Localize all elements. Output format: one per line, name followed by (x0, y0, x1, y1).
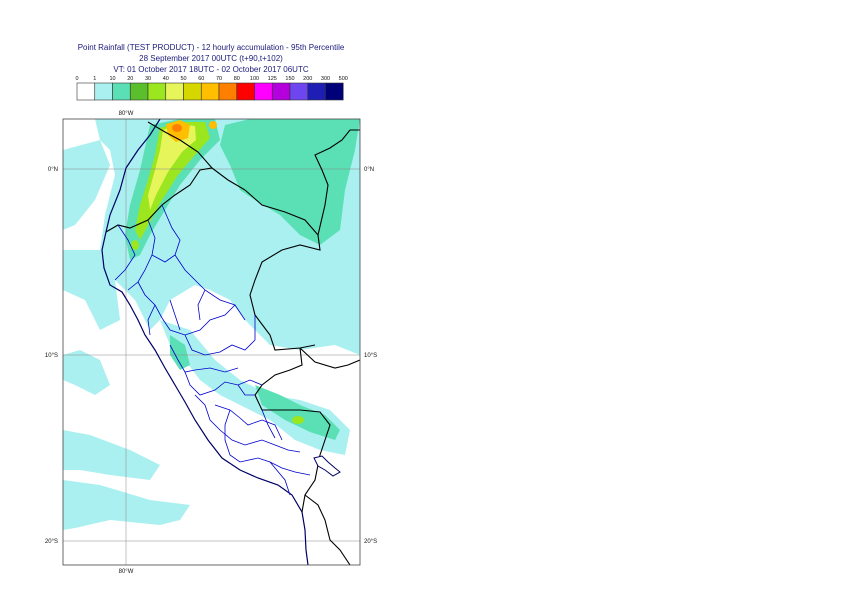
map-frame (62, 118, 361, 566)
legend-threshold-label: 30 (145, 76, 151, 82)
legend-threshold-label: 60 (198, 76, 204, 82)
border-brazil-bolivia (299, 347, 360, 369)
lat-label-0n-left: 0°N (48, 167, 58, 173)
rain-area-light-coast (63, 250, 120, 330)
lat-label-10s-right: 10°S (364, 353, 377, 359)
rain-area-moderate-andes-north (125, 119, 220, 260)
border-colombia-brazil (314, 129, 360, 236)
legend-swatch (325, 82, 344, 101)
lat-label-20s-left: 20°S (45, 539, 58, 545)
legend-threshold-label: 200 (303, 76, 312, 82)
lat-label-20s-right: 20°S (364, 539, 377, 545)
lake-titicaca (313, 455, 341, 477)
lon-label-bottom: 80°W (119, 569, 134, 575)
legend-threshold-label: 10 (109, 76, 115, 82)
legend-threshold-label: 40 (163, 76, 169, 82)
lat-label-10s-left: 10°S (45, 353, 58, 359)
legend-threshold-label: 70 (216, 76, 222, 82)
lon-label-top: 80°W (119, 111, 134, 117)
legend-threshold-label: 80 (234, 76, 240, 82)
legend-threshold-label: 20 (127, 76, 133, 82)
rain-area-light-northwest-strip (63, 140, 110, 230)
rain-area-very-heavy-andes (148, 124, 196, 210)
rain-area-light-south-2 (63, 480, 190, 530)
rain-area-light-offshore-1 (63, 350, 110, 395)
map-run-time: 28 September 2017 00UTC (t+90,t+102) (139, 54, 283, 63)
border-peru-brazil-bolivia (254, 347, 331, 513)
legend-threshold-label: 0 (75, 76, 78, 82)
rain-area-heavy-andes (135, 122, 210, 240)
coastline (101, 119, 309, 565)
rain-area-light-south-1 (63, 430, 160, 480)
rain-area-moderate-central (170, 335, 190, 370)
color-legend: 0 1 10 20 30 40 50 60 70 80 100 125 150 200 300 500 (75, 76, 348, 101)
legend-threshold-label: 125 (268, 76, 277, 82)
map-title: Point Rainfall (TEST PRODUCT) - 12 hourl… (77, 43, 345, 52)
border-colombia-ecuador (147, 121, 213, 169)
map-valid-time: VT: 01 October 2017 18UTC - 02 October 2… (113, 65, 309, 74)
border-bolivia-chile (304, 494, 351, 565)
rain-area-moderate-andes-south (255, 385, 340, 440)
department-borders (114, 204, 311, 496)
rain-cell-coast-green (131, 240, 139, 250)
legend-threshold-label: 300 (321, 76, 330, 82)
rain-peak-red (172, 124, 182, 132)
rain-cell-south-green (292, 416, 304, 424)
borders (101, 119, 360, 565)
legend-threshold-label: 1 (93, 76, 96, 82)
legend-threshold-label: 100 (250, 76, 259, 82)
border-peru-colombia (244, 189, 321, 351)
legend-threshold-label: 150 (285, 76, 294, 82)
graticule (63, 119, 360, 565)
legend-threshold-label: 500 (339, 76, 348, 82)
rain-cell-north-orange (209, 121, 217, 129)
border-peru-ecuador (105, 167, 246, 233)
lat-label-0n-right: 0°N (364, 167, 374, 173)
legend-threshold-label: 50 (180, 76, 186, 82)
